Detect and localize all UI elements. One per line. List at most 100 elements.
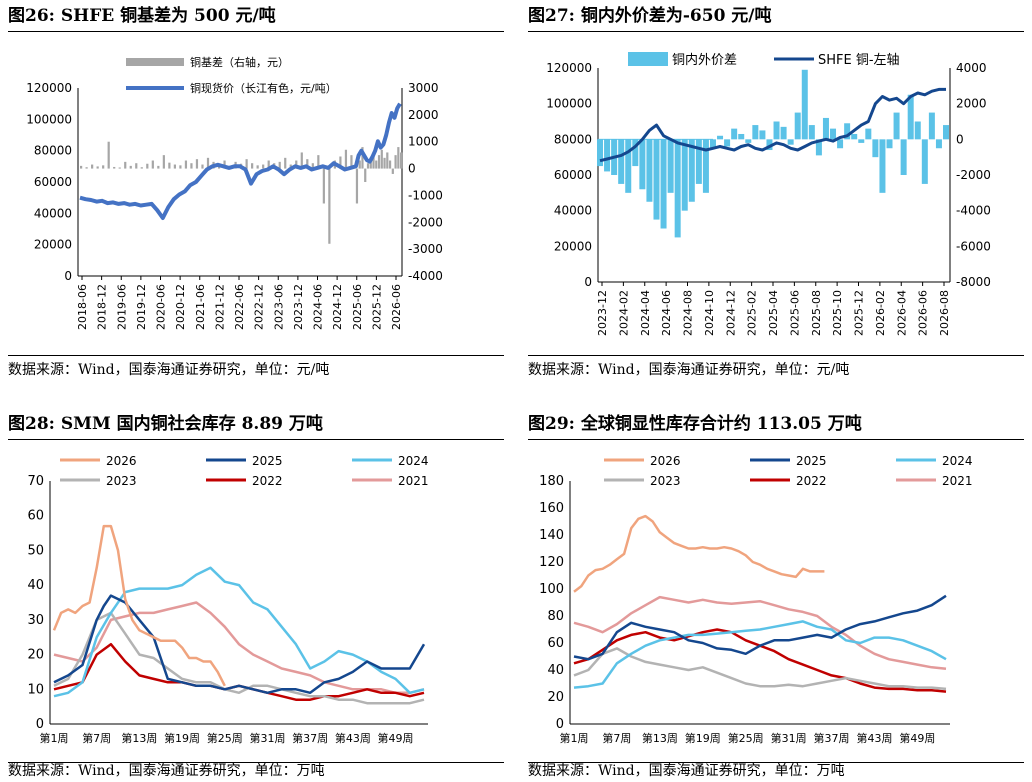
x-tick-label: 第25周 — [728, 731, 764, 745]
series-line-2025 — [573, 594, 947, 661]
chart-title: 图29: 全球铜显性库存合计约 113.05 万吨 — [528, 414, 862, 434]
panel-fig29: 图29: 全球铜显性库存合计约 113.05 万吨 0 20 40 60 80 100 12… — [528, 410, 1024, 782]
x-tick-label: 2024-06 — [312, 284, 325, 330]
legend-label: 2022 — [796, 474, 827, 488]
series-line-2025 — [53, 594, 426, 695]
spread-area — [865, 128, 872, 140]
spread-area — [851, 133, 858, 140]
spread-area — [681, 139, 688, 211]
legend-swatch — [628, 52, 668, 66]
basis-bar — [129, 165, 132, 169]
spread-area — [879, 139, 886, 193]
chart-fig28: 0 10 20 30 40 50 60 70 第1周 第7周 第13周 第19周 第25周 第31周 第37… — [27, 454, 429, 745]
x-tick-label: 第7周 — [82, 731, 111, 745]
basis-bar — [391, 168, 394, 174]
basis-bar — [375, 160, 378, 169]
source-note: 数据来源：Wind，国泰海通证券研究，单位：万吨 — [528, 763, 845, 779]
basis-bar — [157, 165, 160, 169]
x-tick-label: 2022-12 — [253, 284, 266, 330]
legend-label: SHFE 铜-左轴 — [818, 53, 900, 68]
basis-bar — [195, 159, 199, 169]
chart-title: 图27: 铜内外价差为-650 元/吨 — [528, 6, 772, 26]
spread-area — [858, 139, 865, 143]
basis-bar — [397, 147, 400, 169]
source-rule — [528, 762, 1024, 763]
y-tick-label-left: 80 — [547, 609, 564, 624]
y-tick-label-right: 2000 — [956, 97, 987, 111]
y-tick-label-right: 4000 — [956, 61, 987, 75]
spread-area — [837, 139, 844, 149]
basis-bar — [190, 163, 193, 169]
x-tick-label: 2024-06 — [660, 290, 673, 336]
chart-title: 图26: SHFE 铜基差为 500 元/吨 — [8, 6, 276, 26]
spread-area — [752, 125, 759, 140]
x-tick-label: 2026-06 — [390, 284, 403, 330]
basis-bar — [245, 159, 248, 169]
x-tick-label: 2026-04 — [895, 290, 908, 336]
y-tick-label-right: 1000 — [408, 135, 439, 149]
basis-bar — [267, 160, 270, 169]
source-note: 数据来源：Wind，国泰海通证券研究，单位：元/吨 — [528, 362, 850, 378]
spread-area — [731, 128, 738, 140]
basis-bar — [361, 147, 364, 169]
legend-swatch — [126, 58, 184, 66]
basis-bar — [173, 164, 176, 169]
legend-label: 2024 — [942, 454, 973, 468]
spread-area — [815, 139, 822, 156]
legend-label: 铜现货价（长江有色，元/吨） — [190, 81, 337, 95]
basis-bar — [339, 156, 342, 169]
spread-area — [900, 139, 907, 175]
spread-area — [914, 121, 921, 140]
spread-area — [773, 121, 780, 140]
x-tick-label: 2018-12 — [96, 284, 109, 330]
basis-bar — [146, 163, 149, 169]
basis-bar — [256, 165, 259, 169]
title-rule — [528, 439, 1024, 440]
panel-fig27: 图27: 铜内外价差为-650 元/吨 0 20000 40000 60000 8000… — [528, 0, 1024, 390]
basis-bar — [278, 161, 281, 169]
y-tick-label-right: -3000 — [408, 242, 443, 256]
x-tick-label: 2026-06 — [917, 290, 930, 336]
basis-bar — [151, 160, 154, 169]
y-tick-label-left: 30 — [27, 613, 44, 628]
spread-area — [717, 135, 724, 140]
basis-bar — [124, 161, 127, 169]
basis-bar — [113, 166, 116, 169]
y-tick-label-left: 0 — [556, 717, 564, 732]
y-tick-label-left: 60 — [27, 509, 44, 524]
basis-bar — [383, 157, 386, 169]
basis-bar — [284, 157, 287, 169]
y-tick-label-left: 20000 — [34, 238, 72, 252]
y-tick-label-left: 80000 — [34, 144, 72, 158]
spread-area — [702, 139, 709, 193]
basis-bar — [358, 160, 361, 169]
y-tick-label-right: -2000 — [408, 215, 443, 229]
legend-label: 2021 — [398, 474, 429, 488]
spread-area — [674, 139, 681, 238]
basis-bar — [107, 141, 110, 169]
y-tick-label-left: 50 — [27, 543, 44, 558]
y-tick-label-left: 60000 — [554, 168, 592, 182]
source-note: 数据来源：Wind，国泰海通证券研究，单位：元/吨 — [8, 362, 330, 378]
x-tick-label: 2020-06 — [155, 284, 168, 330]
title-rule — [528, 31, 1024, 32]
y-tick-label-right: 0 — [408, 162, 416, 176]
x-tick-label: 2025-06 — [351, 284, 364, 330]
y-tick-label-left: 140 — [539, 528, 564, 543]
basis-bar — [380, 149, 383, 169]
basis-bar — [394, 155, 397, 169]
spread-area — [928, 112, 935, 140]
source-rule — [528, 355, 1024, 356]
basis-bar — [400, 152, 403, 169]
x-tick-label: 2020-12 — [174, 284, 187, 330]
spread-area — [801, 69, 808, 140]
series-line-2026 — [573, 514, 825, 593]
spread-area — [822, 117, 829, 140]
x-tick-label: 第31周 — [249, 731, 285, 745]
basis-bar — [206, 157, 210, 169]
series-line-2023 — [573, 647, 947, 691]
basis-bar — [388, 160, 392, 169]
x-tick-label: 第1周 — [40, 731, 69, 745]
series-line-2021 — [573, 595, 947, 670]
x-tick-label: 2019-06 — [115, 284, 128, 330]
